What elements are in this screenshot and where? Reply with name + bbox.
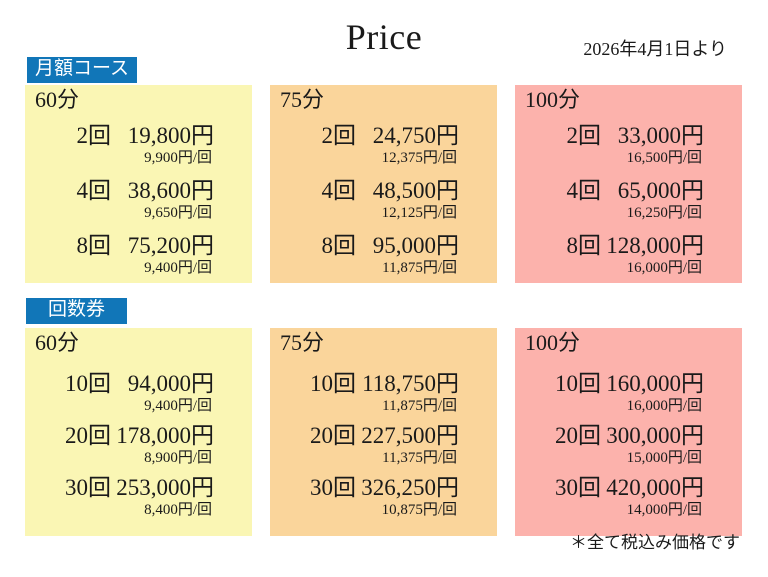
total-price: 178,000円 (116, 423, 214, 448)
total-price: 24,750円 (372, 123, 459, 148)
price-row: 30回 420,000円 14,000円/回 (515, 475, 742, 518)
session-count: 8回 (76, 233, 112, 258)
session-count: 20回 (310, 423, 356, 448)
per-session-price: 16,000円/回 (626, 260, 702, 276)
card-duration: 75分 (280, 87, 325, 112)
per-session-price: 11,875円/回 (382, 398, 457, 414)
card-duration: 60分 (35, 87, 80, 112)
session-count: 30回 (65, 475, 111, 500)
session-count: 2回 (321, 123, 357, 148)
total-price: 326,250円 (361, 475, 459, 500)
tax-included-note: ＊全て税込み価格です (570, 533, 740, 552)
ticket-book-cards: 60分 10回 94,000円 9,400円/回 20回 178,000円 8,… (25, 328, 742, 536)
session-count: 20回 (555, 423, 601, 448)
price-row: 2回 33,000円 16,500円/回 (515, 123, 742, 166)
per-session-price: 9,400円/回 (144, 260, 212, 276)
price-row: 4回 38,600円 9,650円/回 (25, 178, 252, 221)
price-row: 20回 178,000円 8,900円/回 (25, 423, 252, 466)
session-count: 30回 (310, 475, 356, 500)
session-count: 20回 (65, 423, 111, 448)
per-session-price: 11,375円/回 (382, 450, 457, 466)
price-card-monthly-60min: 60分 2回 19,800円 9,900円/回 4回 38,600円 9,650… (25, 85, 252, 283)
per-session-price: 16,000円/回 (626, 398, 702, 414)
price-row: 2回 19,800円 9,900円/回 (25, 123, 252, 166)
monthly-course-cards: 60分 2回 19,800円 9,900円/回 4回 38,600円 9,650… (25, 85, 742, 283)
session-count: 10回 (65, 371, 111, 396)
session-count: 2回 (566, 123, 602, 148)
effective-date: 2026年4月1日より (583, 39, 727, 59)
card-duration: 75分 (280, 330, 325, 355)
page-title: Price (345, 17, 423, 57)
session-count: 30回 (555, 475, 601, 500)
price-row: 10回 118,750円 11,875円/回 (270, 371, 497, 414)
price-row: 4回 65,000円 16,250円/回 (515, 178, 742, 221)
price-row: 8回 95,000円 11,875円/回 (270, 233, 497, 276)
per-session-price: 9,900円/回 (144, 150, 212, 166)
per-session-price: 9,650円/回 (144, 205, 212, 221)
section-label-ticket-book: 回数券 (26, 298, 127, 324)
price-row: 10回 160,000円 16,000円/回 (515, 371, 742, 414)
session-count: 8回 (321, 233, 357, 258)
price-row: 30回 326,250円 10,875円/回 (270, 475, 497, 518)
price-row: 8回 128,000円 16,000円/回 (515, 233, 742, 276)
per-session-price: 9,400円/回 (144, 398, 212, 414)
card-duration: 100分 (525, 330, 581, 355)
total-price: 420,000円 (606, 475, 704, 500)
per-session-price: 8,900円/回 (144, 450, 212, 466)
per-session-price: 12,375円/回 (381, 150, 457, 166)
price-card-ticket-75min: 75分 10回 118,750円 11,875円/回 20回 227,500円 … (270, 328, 497, 536)
per-session-price: 11,875円/回 (382, 260, 457, 276)
price-row: 30回 253,000円 8,400円/回 (25, 475, 252, 518)
total-price: 160,000円 (606, 371, 704, 396)
total-price: 38,600円 (127, 178, 214, 203)
session-count: 10回 (310, 371, 356, 396)
per-session-price: 14,000円/回 (626, 502, 702, 518)
session-count: 4回 (566, 178, 602, 203)
card-duration: 100分 (525, 87, 581, 112)
price-row: 20回 227,500円 11,375円/回 (270, 423, 497, 466)
price-card-monthly-100min: 100分 2回 33,000円 16,500円/回 4回 65,000円 16,… (515, 85, 742, 283)
session-count: 4回 (76, 178, 112, 203)
total-price: 128,000円 (606, 233, 704, 258)
price-row: 8回 75,200円 9,400円/回 (25, 233, 252, 276)
session-count: 8回 (566, 233, 602, 258)
price-card-ticket-100min: 100分 10回 160,000円 16,000円/回 20回 300,000円… (515, 328, 742, 536)
total-price: 95,000円 (372, 233, 459, 258)
total-price: 253,000円 (116, 475, 214, 500)
session-count: 2回 (76, 123, 112, 148)
price-row: 4回 48,500円 12,125円/回 (270, 178, 497, 221)
section-label-monthly-course: 月額コース (27, 57, 138, 83)
session-count: 10回 (555, 371, 601, 396)
price-row: 20回 300,000円 15,000円/回 (515, 423, 742, 466)
session-count: 4回 (321, 178, 357, 203)
per-session-price: 15,000円/回 (626, 450, 702, 466)
price-card-monthly-75min: 75分 2回 24,750円 12,375円/回 4回 48,500円 12,1… (270, 85, 497, 283)
total-price: 118,750円 (362, 371, 459, 396)
price-row: 2回 24,750円 12,375円/回 (270, 123, 497, 166)
card-duration: 60分 (35, 330, 80, 355)
total-price: 48,500円 (372, 178, 459, 203)
total-price: 65,000円 (617, 178, 704, 203)
total-price: 75,200円 (127, 233, 214, 258)
total-price: 33,000円 (617, 123, 704, 148)
per-session-price: 12,125円/回 (381, 205, 457, 221)
price-row: 10回 94,000円 9,400円/回 (25, 371, 252, 414)
per-session-price: 8,400円/回 (144, 502, 212, 518)
price-card-ticket-60min: 60分 10回 94,000円 9,400円/回 20回 178,000円 8,… (25, 328, 252, 536)
total-price: 227,500円 (361, 423, 459, 448)
total-price: 94,000円 (127, 371, 214, 396)
per-session-price: 16,500円/回 (626, 150, 702, 166)
per-session-price: 10,875円/回 (381, 502, 457, 518)
per-session-price: 16,250円/回 (626, 205, 702, 221)
total-price: 19,800円 (127, 123, 214, 148)
total-price: 300,000円 (606, 423, 704, 448)
